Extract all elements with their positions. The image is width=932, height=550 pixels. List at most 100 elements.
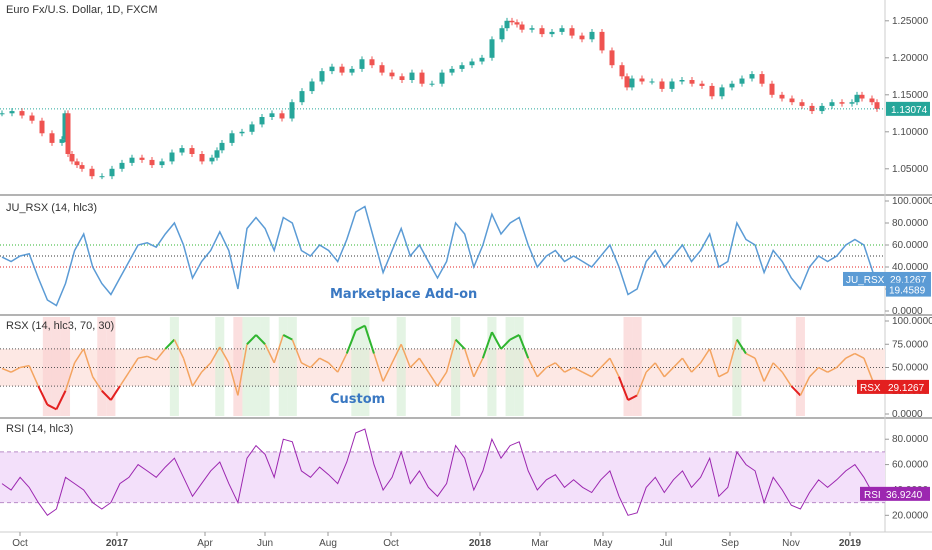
rsx-oversold-zone <box>60 317 71 416</box>
time-tick-label: Mar <box>531 538 549 549</box>
candle-body <box>669 81 675 89</box>
candle-body <box>619 65 625 77</box>
rsx-line-segment <box>454 338 466 350</box>
rsx-line-segment <box>736 339 747 355</box>
price-pane-title: Euro Fx/U.S. Dollar, 1D, FXCM <box>6 4 158 16</box>
candle-body <box>259 117 265 125</box>
rsx-line-segment <box>464 348 475 378</box>
rsx-line-segment <box>418 357 430 373</box>
candle-body <box>729 83 735 88</box>
rsx-overbought-zone <box>451 317 461 416</box>
candle-body <box>29 115 35 121</box>
rsx-line-segment <box>64 362 76 391</box>
candle-body <box>504 20 510 29</box>
rsx-tick-label: 100.0000 <box>892 316 932 327</box>
candle-body <box>279 113 285 119</box>
rsx-line-segment <box>790 385 802 397</box>
rsx-line-segment <box>101 390 112 401</box>
candle-body <box>289 102 295 119</box>
time-tick-label: May <box>594 538 613 549</box>
rsx-line-segment <box>355 324 366 332</box>
rsx-line-segment <box>627 394 638 401</box>
rsx-line-segment <box>37 385 49 406</box>
ju-rsx-tag-name: JU_RSX <box>846 275 885 286</box>
candle-body <box>219 142 225 151</box>
candle-body <box>9 111 15 114</box>
rsx-line-segment <box>110 385 121 401</box>
rsx-line-segment <box>273 334 284 364</box>
candle-body <box>299 91 305 103</box>
rsx-oversold-zone <box>106 317 116 416</box>
rsx-tag-name: RSX <box>860 383 881 394</box>
candle-body <box>639 78 645 82</box>
rsx-line-segment <box>609 357 620 378</box>
time-tick-label: 2017 <box>106 538 129 549</box>
rsx-line-segment <box>291 339 303 364</box>
rsx-line-segment <box>10 366 21 373</box>
rsx-line-segment <box>536 366 547 378</box>
candle-body <box>799 102 805 106</box>
rsx-line-segment <box>128 357 139 373</box>
price-tick-label: 1.15000 <box>892 90 929 101</box>
rsx-line-segment <box>155 348 166 361</box>
candle-body <box>449 68 455 73</box>
candle-body <box>699 83 705 86</box>
time-tick-label: Oct <box>12 538 28 549</box>
rsx-line-segment <box>600 357 611 369</box>
time-tick-label: Oct <box>383 538 399 549</box>
candle-body <box>874 102 880 109</box>
rsx-line-segment <box>500 338 511 350</box>
candle-body <box>509 20 515 23</box>
rsx-overbought-zone <box>360 317 370 416</box>
rsx-line-segment <box>546 362 556 369</box>
ju-rsx-tick-label: 100.0000 <box>892 196 932 207</box>
rsx-line-segment <box>309 357 321 369</box>
rsi-pane-title: RSI (14, hlc3) <box>6 423 74 435</box>
rsx-line-segment <box>745 352 756 359</box>
candle-body <box>759 74 765 84</box>
time-tick-label: Sep <box>721 538 739 549</box>
time-tick-label: 2018 <box>469 538 492 549</box>
candle-body <box>779 94 785 99</box>
rsx-line-segment <box>763 362 774 382</box>
rsx-line-segment <box>727 339 738 373</box>
candle-body <box>469 61 475 66</box>
price-tick-label: 1.20000 <box>892 53 929 64</box>
time-tick-label: Aug <box>319 538 337 549</box>
candle-body <box>409 72 415 80</box>
rsx-overbought-zone <box>396 317 406 416</box>
candle-body <box>359 59 365 69</box>
candle-body <box>624 76 630 88</box>
candle-body <box>839 102 845 104</box>
rsx-line-segment <box>427 371 439 387</box>
candle-body <box>19 111 25 116</box>
rsx-line-segment <box>672 357 684 369</box>
candle-body <box>79 165 85 169</box>
ju-rsx-pane-title: JU_RSX (14, hlc3) <box>6 202 98 214</box>
candle-body <box>529 28 535 30</box>
rsx-line-segment <box>255 334 266 345</box>
candle-body <box>854 94 860 103</box>
candle-body <box>229 133 235 143</box>
candle-body <box>39 120 45 134</box>
time-tick-label: Jul <box>660 538 673 549</box>
rsx-line-segment <box>772 362 783 373</box>
rsx-line-segment <box>509 334 520 341</box>
candle-body <box>589 31 595 40</box>
rsi-tick-label: 60.0000 <box>892 460 929 471</box>
rsx-line-segment <box>19 364 30 369</box>
rsi-tag <box>860 486 930 501</box>
rsx-line-segment <box>854 352 865 359</box>
ju-rsx-tag-secondary <box>886 282 931 297</box>
rsx-line-segment <box>191 371 203 387</box>
candle-body <box>569 28 575 36</box>
price-last-tag-text: 1.13074 <box>891 105 928 116</box>
candle-body <box>119 162 125 169</box>
rsx-overbought-zone <box>732 317 742 416</box>
rsx-line-segment <box>518 334 530 359</box>
ju-rsx-tag-main <box>843 271 931 286</box>
rsi-band <box>0 451 885 503</box>
rsx-line-segment <box>137 355 148 359</box>
